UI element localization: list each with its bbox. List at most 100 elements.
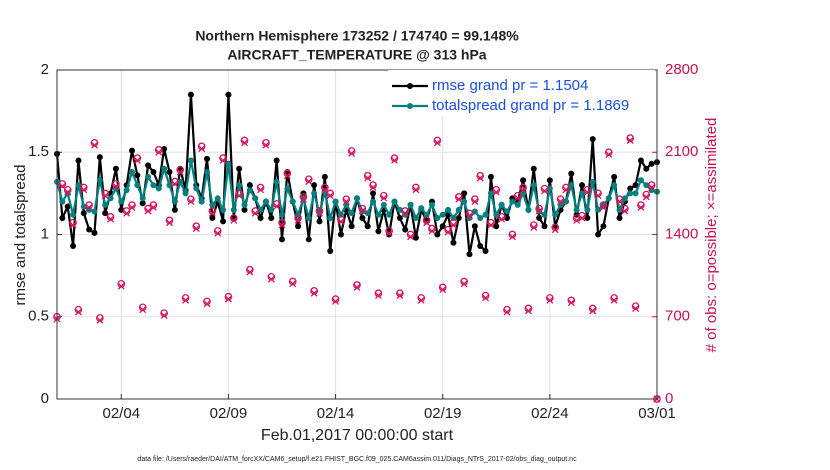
point (295, 223, 302, 230)
point (118, 206, 125, 213)
point (605, 195, 612, 202)
point-assimilated (401, 209, 409, 217)
point (161, 165, 168, 172)
point (412, 215, 419, 222)
point (257, 206, 264, 213)
point-assimilated (299, 195, 307, 203)
point-assimilated (380, 194, 388, 202)
point (402, 226, 409, 233)
point (568, 170, 575, 177)
point (530, 182, 537, 189)
point-assimilated (508, 233, 516, 241)
point (145, 173, 152, 180)
point (257, 215, 264, 222)
point-assimilated (187, 198, 195, 206)
point (370, 190, 377, 197)
point (455, 206, 462, 213)
point (412, 234, 419, 241)
point (525, 206, 532, 213)
point-assimilated (273, 202, 281, 210)
point-assimilated (417, 296, 425, 304)
point-assimilated (487, 221, 495, 229)
point (504, 215, 510, 222)
point (632, 182, 639, 189)
point (305, 215, 312, 222)
point-assimilated (155, 148, 163, 156)
point-assimilated (192, 225, 200, 233)
point-assimilated (149, 204, 157, 211)
chart-title: Northern Hemisphere 173252 / 174740 = 99… (195, 28, 519, 44)
legend-label: rmse grand pr = 1.1504 (432, 77, 588, 94)
point-assimilated (224, 295, 232, 303)
point (348, 210, 355, 217)
point (418, 205, 425, 212)
point (209, 201, 216, 208)
point (611, 173, 618, 180)
point (359, 215, 366, 222)
point (498, 201, 505, 208)
x-tick-label: 02/04 (103, 405, 141, 422)
point-assimilated (144, 207, 152, 215)
point (546, 185, 553, 192)
point (579, 190, 585, 197)
point (471, 223, 478, 230)
point (627, 190, 634, 197)
point (546, 177, 553, 184)
point (171, 206, 178, 213)
point (589, 136, 596, 143)
point (75, 157, 82, 164)
point (171, 198, 178, 205)
point-assimilated (310, 289, 318, 297)
point-assimilated (482, 294, 490, 302)
point (391, 198, 398, 205)
point (616, 206, 623, 213)
point (471, 208, 478, 215)
point (91, 229, 98, 236)
x-axis-label: Feb.01,2017 00:00:00 start (261, 427, 454, 444)
legend-marker (407, 83, 413, 89)
point (139, 200, 146, 207)
point (177, 178, 184, 185)
point-assimilated (423, 219, 431, 227)
point (166, 182, 173, 189)
point-assimilated (530, 223, 538, 231)
point (364, 210, 371, 217)
point-assimilated (616, 198, 623, 206)
point-assimilated (605, 151, 613, 159)
point-assimilated (214, 229, 222, 237)
point-assimilated (476, 174, 484, 182)
point (150, 168, 157, 175)
y-tick-label: 1.5 (28, 143, 49, 160)
point (262, 198, 269, 205)
point-assimilated (374, 292, 382, 300)
point-assimilated (412, 186, 420, 194)
point (595, 231, 602, 238)
point (429, 201, 435, 208)
point (225, 160, 232, 167)
point (396, 206, 403, 213)
point (375, 211, 382, 218)
point (220, 206, 227, 213)
point-assimilated (80, 186, 88, 194)
point (155, 185, 162, 192)
point-assimilated (69, 221, 77, 229)
point-assimilated (203, 300, 211, 308)
point (80, 210, 87, 217)
point (273, 157, 280, 164)
point (225, 91, 232, 98)
point (445, 206, 452, 213)
point (487, 173, 494, 180)
point (354, 195, 360, 202)
point-assimilated (262, 141, 270, 149)
point (332, 198, 339, 205)
point-assimilated (321, 186, 329, 194)
point-assimilated (208, 209, 216, 217)
x-tick-label: 02/14 (317, 405, 355, 422)
point (102, 210, 109, 217)
point-assimilated (455, 195, 463, 203)
point (616, 215, 623, 222)
point (584, 215, 591, 222)
point (541, 223, 548, 230)
point (514, 201, 521, 208)
point (86, 226, 93, 233)
